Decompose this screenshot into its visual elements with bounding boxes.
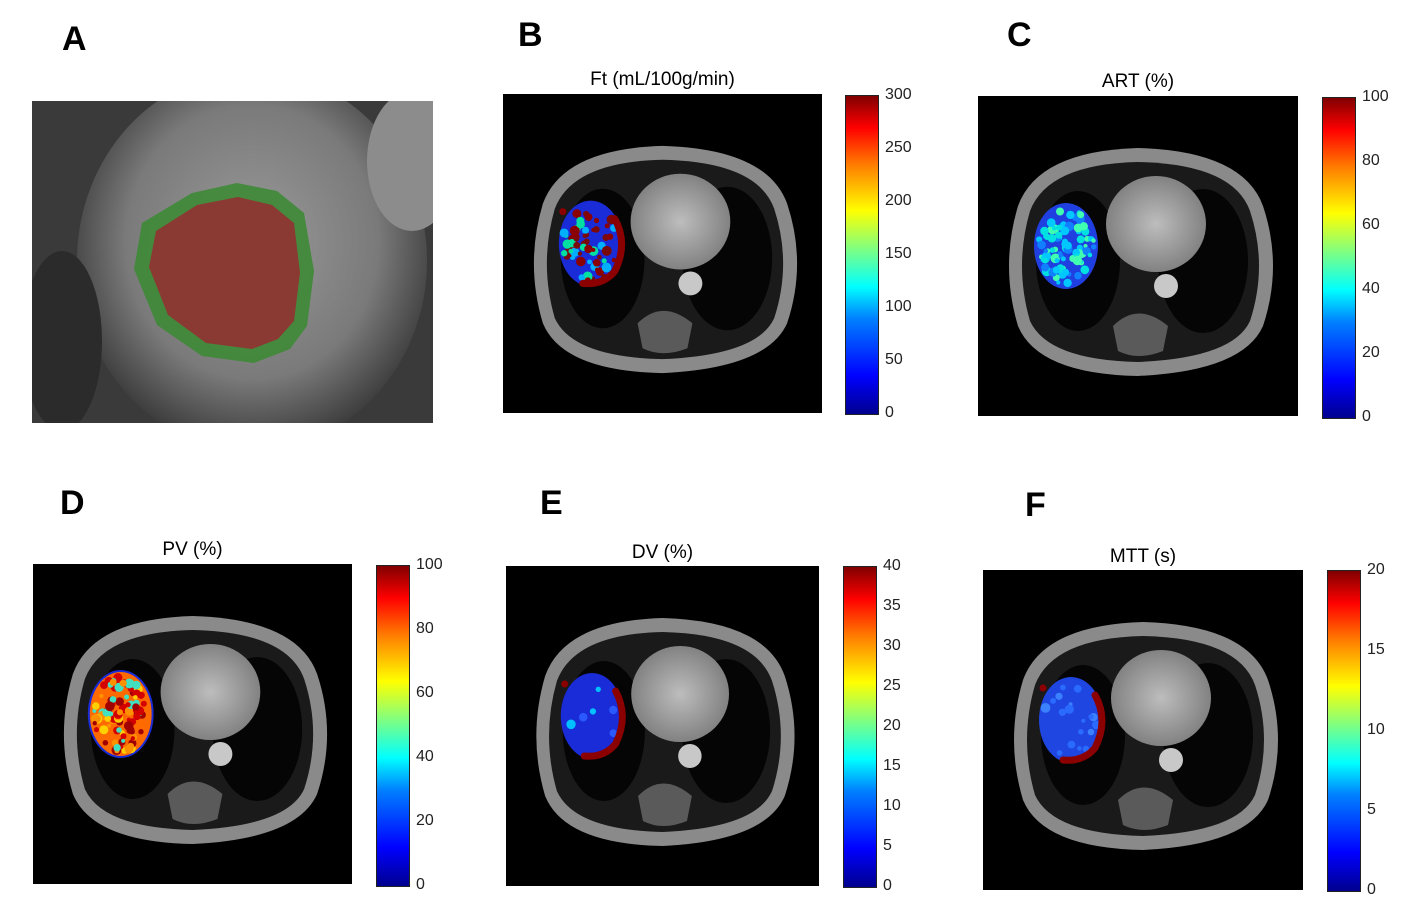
colorbar-tick-label: 80 (416, 620, 434, 637)
panel-label-c: C (1007, 16, 1032, 54)
dv-colorbar (843, 566, 877, 888)
colorbar-tick-label: 150 (885, 245, 912, 262)
colorbar-tick-label: 80 (1362, 152, 1380, 169)
pv-colorbar (376, 565, 410, 887)
art-colorbar (1322, 97, 1356, 419)
colorbar-tick-label: 10 (883, 797, 901, 814)
colorbar-tick-label: 25 (883, 677, 901, 694)
colorbar-tick-label: 5 (883, 837, 892, 854)
panel-label-a: A (62, 20, 87, 58)
panel-label-b: B (518, 16, 543, 54)
colorbar-tick-label: 0 (416, 876, 425, 893)
roi-inner-region (149, 197, 300, 349)
colorbar-tick-label: 0 (885, 404, 894, 421)
panel-title-f: MTT (s) (1109, 546, 1177, 567)
colorbar-tick-label: 100 (416, 556, 443, 573)
liver-roi-image (32, 101, 433, 423)
colorbar-tick-label: 35 (883, 597, 901, 614)
colorbar-tick-label: 15 (1367, 641, 1385, 658)
colorbar-tick-label: 60 (1362, 216, 1380, 233)
colorbar-tick-label: 100 (885, 298, 912, 315)
colorbar-tick-label: 20 (1362, 344, 1380, 361)
panel-label-d: D (60, 484, 85, 522)
ft-colorbar (845, 95, 879, 415)
colorbar-tick-label: 40 (883, 557, 901, 574)
colorbar-tick-label: 0 (1367, 881, 1376, 898)
colorbar-tick-label: 250 (885, 139, 912, 156)
panel-title-b: Ft (mL/100g/min) (590, 69, 735, 90)
pv-map-image (33, 564, 352, 884)
colorbar-tick-label: 20 (1367, 561, 1385, 578)
ft-map-image (503, 94, 822, 413)
panel-title-e: DV (%) (631, 542, 694, 563)
colorbar-tick-label: 100 (1362, 88, 1389, 105)
colorbar-tick-label: 50 (885, 351, 903, 368)
colorbar-tick-label: 20 (416, 812, 434, 829)
art-map-image (978, 96, 1298, 416)
colorbar-tick-label: 30 (883, 637, 901, 654)
panel-title-c: ART (%) (1101, 71, 1175, 92)
mtt-map-image (983, 570, 1303, 890)
colorbar-tick-label: 20 (883, 717, 901, 734)
colorbar-tick-label: 200 (885, 192, 912, 209)
panel-label-e: E (540, 484, 563, 522)
dv-map-image (506, 566, 819, 886)
panel-title-d: PV (%) (162, 539, 223, 560)
colorbar-tick-label: 300 (885, 86, 912, 103)
colorbar-tick-label: 40 (1362, 280, 1380, 297)
mtt-colorbar (1327, 570, 1361, 892)
colorbar-tick-label: 60 (416, 684, 434, 701)
panel-label-f: F (1025, 486, 1046, 524)
colorbar-tick-label: 0 (1362, 408, 1371, 425)
colorbar-tick-label: 0 (883, 877, 892, 894)
colorbar-tick-label: 5 (1367, 801, 1376, 818)
colorbar-tick-label: 40 (416, 748, 434, 765)
colorbar-tick-label: 15 (883, 757, 901, 774)
colorbar-tick-label: 10 (1367, 721, 1385, 738)
